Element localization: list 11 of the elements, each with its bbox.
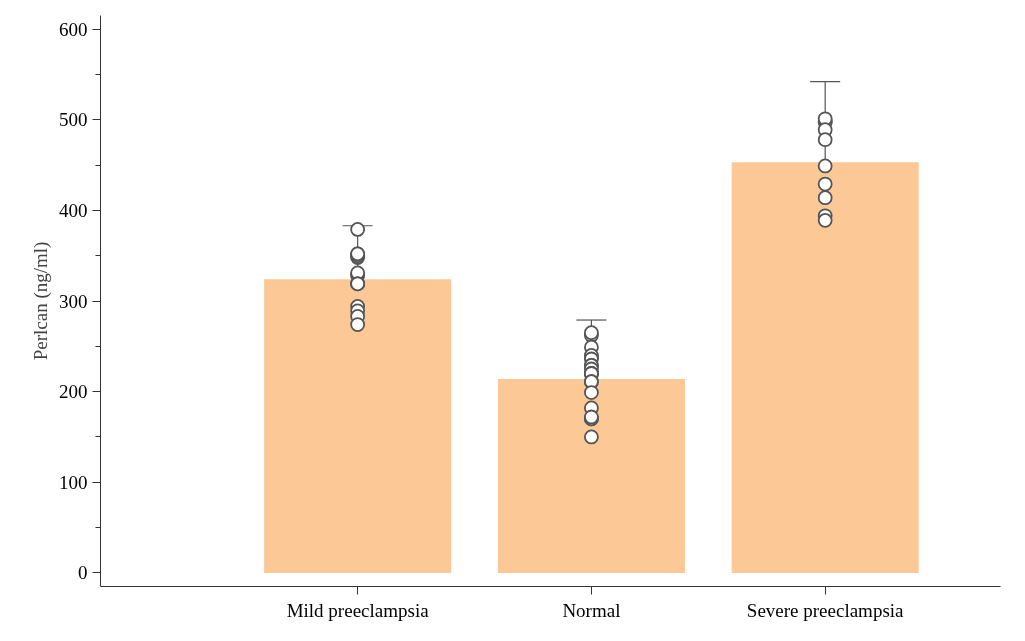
y-tick-label: 400 (59, 199, 88, 221)
y-tick-label: 0 (78, 562, 88, 584)
y-tick-label: 100 (59, 471, 88, 493)
y-tick-label: 300 (59, 290, 88, 312)
x-tick-label: Normal (562, 599, 621, 621)
y-axis-title: Perlcan (ng/ml) (30, 241, 52, 361)
x-tick-label: Mild preeclampsia (286, 599, 430, 621)
y-tick-label: 500 (59, 109, 88, 131)
y-tick-label: 200 (59, 381, 88, 403)
x-tick-label: Severe preeclampsia (746, 599, 905, 621)
y-tick-label: 600 (59, 18, 88, 40)
